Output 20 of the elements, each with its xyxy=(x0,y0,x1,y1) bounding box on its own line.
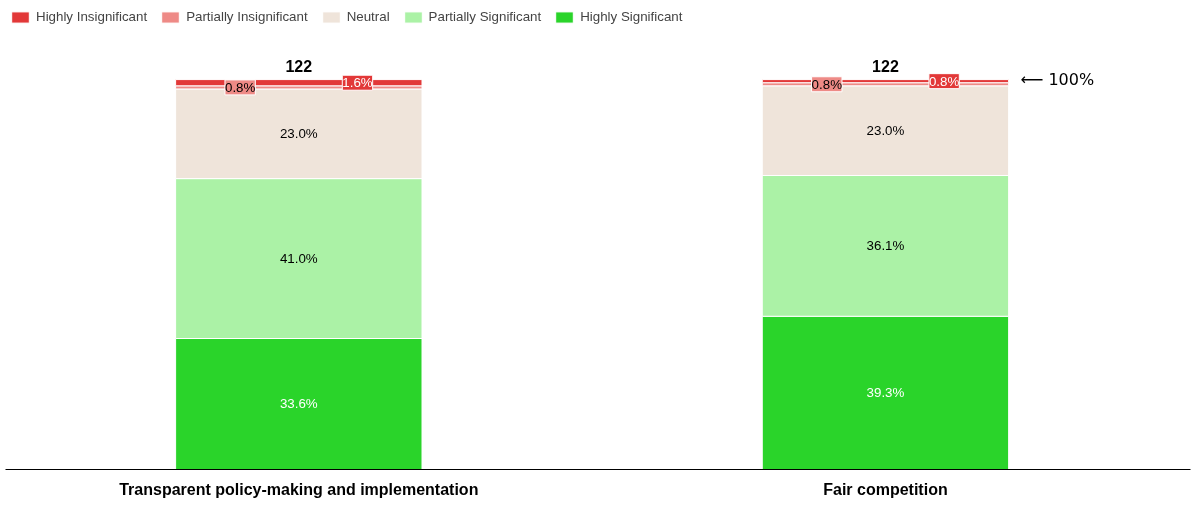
data-label: 23.0% xyxy=(866,123,905,139)
legend-label: Partially Significant xyxy=(428,9,542,24)
data-label: 41.0% xyxy=(279,251,318,267)
text: 122 xyxy=(285,57,313,75)
data-label: 39.3% xyxy=(866,385,905,401)
data-label: 0.8% xyxy=(811,76,843,92)
data-label: 33.6% xyxy=(279,396,318,412)
x-tick-label: Fair competition xyxy=(823,480,948,498)
data-label: 23.0% xyxy=(279,126,318,142)
annotation: ⟵ 100% xyxy=(1020,70,1095,90)
legend-label: Highly Insignificant xyxy=(36,9,148,24)
data-label: 0.8% xyxy=(928,73,960,89)
data-label: 36.1% xyxy=(866,238,905,254)
legend-label: Highly Significant xyxy=(580,9,683,24)
text: 122 xyxy=(872,57,899,75)
data-label: 0.8% xyxy=(224,79,256,95)
legend-label: Partially Insignificant xyxy=(186,9,308,24)
x-tick-label: Transparent policy-making and implementation xyxy=(119,480,479,498)
data-label: 1.6% xyxy=(342,75,373,91)
legend-label: Neutral xyxy=(346,9,390,24)
